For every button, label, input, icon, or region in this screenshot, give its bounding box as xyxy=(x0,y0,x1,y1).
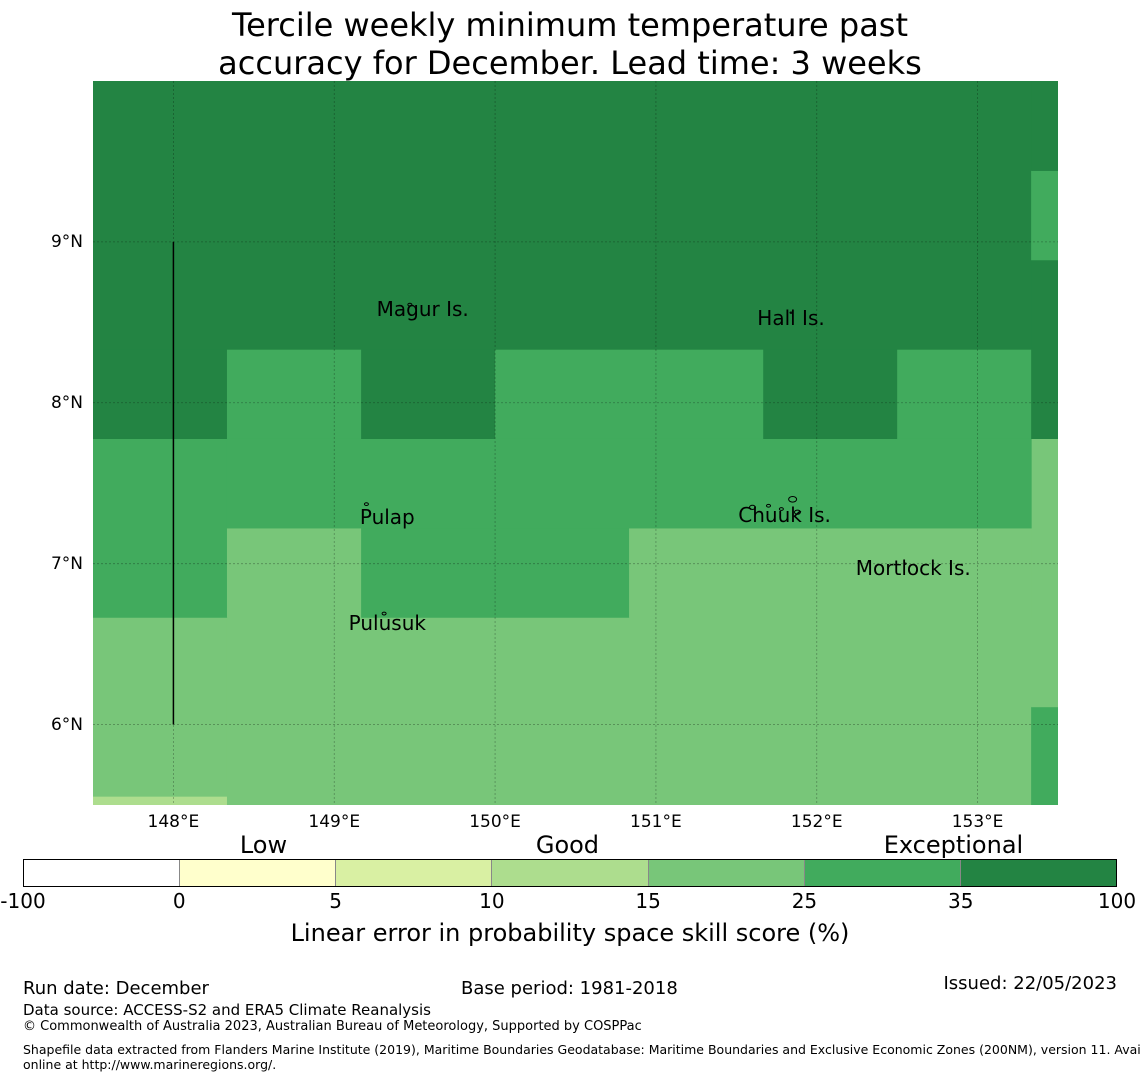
grid-cell xyxy=(897,349,1032,439)
copyright: © Commonwealth of Australia 2023, Austra… xyxy=(23,1019,642,1034)
colorbar-tick-label: 25 xyxy=(791,889,818,913)
island-outline xyxy=(407,302,413,307)
base-period: Base period: 1981-2018 xyxy=(461,978,678,999)
longitude-tick-label: 152°E xyxy=(790,812,843,832)
grid-cell xyxy=(93,796,228,805)
colorbar-segment xyxy=(492,860,649,886)
place-label: Magur Is. xyxy=(376,297,469,322)
colorbar-tick-label: 100 xyxy=(1097,889,1137,913)
island-outline xyxy=(748,504,756,510)
colorbar-tick-label: 15 xyxy=(635,889,661,913)
grid-cell xyxy=(763,349,898,439)
shapefile-credit-line-2: online at http://www.marineregions.org/. xyxy=(23,1057,277,1072)
colorbar-segment xyxy=(960,860,1116,886)
place-label: Hall Is. xyxy=(757,305,825,330)
grid-cell xyxy=(1031,706,1058,805)
island-outline xyxy=(903,562,907,565)
legend-category-label: Exceptional xyxy=(883,831,1024,859)
place-label: Pulap xyxy=(359,505,415,529)
grid-cell xyxy=(226,438,1032,529)
grid-cell xyxy=(495,349,764,439)
chart-title: Tercile weekly minimum temperature past … xyxy=(0,6,1140,82)
island-outline xyxy=(788,496,798,503)
chart-title-line-1: Tercile weekly minimum temperature past xyxy=(231,6,909,44)
legend-category-label: Good xyxy=(535,831,600,859)
island-outline xyxy=(789,311,793,314)
longitude-tick-label: 153°E xyxy=(951,812,1004,832)
place-label: Mortlock Is. xyxy=(855,556,971,581)
shapefile-credit-line-1: Shapefile data extracted from Flanders M… xyxy=(23,1042,1140,1057)
colorbar-label: Linear error in probability space skill … xyxy=(290,919,850,947)
run-date: Run date: December xyxy=(23,978,209,999)
place-label: Chuuk Is. xyxy=(738,503,831,528)
grid-cell xyxy=(1031,81,1058,171)
colorbar-segment xyxy=(336,860,493,886)
latitude-tick-label: 7°N xyxy=(50,553,83,574)
grid-cell xyxy=(361,527,630,618)
grid-cell xyxy=(226,349,362,439)
latitude-tick-label: 9°N xyxy=(50,231,83,252)
colorbar-tick-label: 10 xyxy=(479,889,505,913)
grid-cell xyxy=(361,349,496,439)
longitude-tick-label: 148°E xyxy=(147,812,200,832)
grid-cell xyxy=(93,81,1032,350)
island-outline xyxy=(766,503,771,508)
colorbar-tick-label: 35 xyxy=(947,889,974,913)
grid-cell xyxy=(93,617,228,797)
colorbar-tick-label: -100 xyxy=(0,889,46,913)
island-outline xyxy=(793,509,801,515)
place-label: Pulusuk xyxy=(348,611,426,636)
longitude-tick-label: 150°E xyxy=(469,812,521,832)
latitude-tick-label: 6°N xyxy=(50,714,83,735)
longitude-tick-label: 151°E xyxy=(630,812,682,832)
colorbar-segment xyxy=(804,860,961,886)
grid-cell xyxy=(93,349,228,439)
colorbar-tick-label: 5 xyxy=(329,889,342,913)
colorbar-segment xyxy=(24,860,181,886)
grid-cell xyxy=(1031,438,1058,708)
grid-cell xyxy=(629,527,1032,618)
island-outline xyxy=(381,611,387,616)
skill-score-map[interactable] xyxy=(93,81,1058,805)
grid-cell xyxy=(226,527,362,618)
island-outline xyxy=(778,507,784,511)
colorbar-tick-label: 0 xyxy=(172,889,186,913)
colorbar-segment xyxy=(180,860,337,886)
island-outline xyxy=(363,502,369,507)
grid-cell xyxy=(93,438,228,618)
grid-cell xyxy=(1031,259,1058,439)
issued-date: Issued: 22/05/2023 xyxy=(943,973,1117,994)
longitude-tick-label: 149°E xyxy=(308,812,361,832)
colorbar-segment xyxy=(648,860,805,886)
latitude-tick-label: 8°N xyxy=(50,392,83,413)
grid-cell xyxy=(1031,170,1058,261)
colorbar xyxy=(23,859,1117,887)
grid-cell xyxy=(226,617,1032,805)
legend-category-label: Low xyxy=(239,831,288,859)
data-source: Data source: ACCESS-S2 and ERA5 Climate … xyxy=(23,1001,431,1019)
chart-title-line-2: accuracy for December. Lead time: 3 week… xyxy=(218,44,922,82)
